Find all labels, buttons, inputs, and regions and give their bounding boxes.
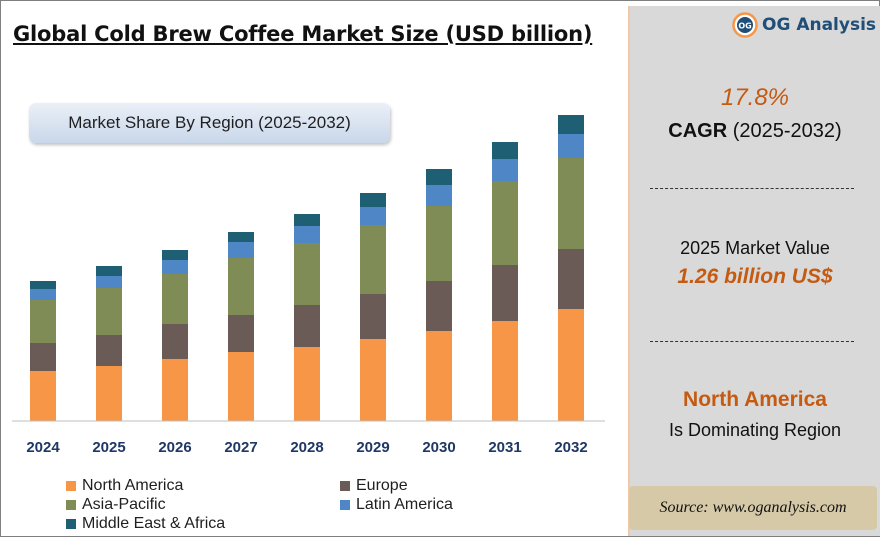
bar-2030-europe: [426, 281, 452, 331]
og-analysis-logo: OG OG Analysis: [732, 12, 876, 38]
bar-2027-middle-east-africa: [228, 232, 254, 242]
summary-panel: [628, 6, 880, 536]
divider-line: [650, 188, 854, 189]
x-tick-label: 2025: [92, 439, 125, 456]
bar-2026-asia-pacific: [162, 274, 188, 324]
legend-swatch: [66, 500, 76, 510]
globe-logo-icon: OG: [732, 12, 758, 38]
x-tick-label: 2029: [356, 439, 389, 456]
legend-swatch: [66, 519, 76, 529]
bar-2027-europe: [228, 315, 254, 352]
bar-2029-north-america: [360, 339, 386, 421]
bar-2025-europe: [96, 335, 122, 366]
legend-label: Asia-Pacific: [82, 496, 166, 513]
x-tick-label: 2027: [224, 439, 257, 456]
market-value-label: 2025 Market Value: [680, 238, 830, 258]
dominating-label: Is Dominating Region: [668, 420, 842, 440]
bar-2026-latin-america: [162, 260, 188, 274]
x-tick-label: 2026: [158, 439, 191, 456]
bar-2029-middle-east-africa: [360, 193, 386, 207]
bar-2028-north-america: [294, 347, 320, 421]
bar-2032-europe: [558, 249, 584, 309]
subtitle-text: Market Share By Region (2025-2032): [68, 113, 351, 132]
bar-2024-europe: [30, 343, 56, 371]
bar-2030-north-america: [426, 331, 452, 421]
legend-swatch: [340, 500, 350, 510]
legend-label: Middle East & Africa: [82, 515, 226, 532]
bar-2024-north-america: [30, 371, 56, 421]
bar-2027-asia-pacific: [228, 258, 254, 315]
chart-title: Global Cold Brew Coffee Market Size (USD…: [13, 22, 593, 46]
bar-2031-latin-america: [492, 159, 518, 181]
x-tick-label: 2031: [488, 439, 521, 456]
bar-2032-north-america: [558, 309, 584, 421]
subtitle-box: Market Share By Region (2025-2032): [29, 103, 390, 143]
legend: North America Europe Asia-Pacific Latin …: [66, 475, 506, 535]
bar-2024-middle-east-africa: [30, 281, 56, 289]
bar-2028-latin-america: [294, 226, 320, 243]
bar-2031-middle-east-africa: [492, 142, 518, 159]
bar-2025-asia-pacific: [96, 288, 122, 335]
bar-2032-middle-east-africa: [558, 115, 584, 134]
legend-swatch: [66, 481, 76, 491]
legend-swatch: [340, 481, 350, 491]
logo-mark-text: OG: [738, 22, 751, 31]
logo-text: OG Analysis: [762, 15, 877, 35]
bar-2025-middle-east-africa: [96, 266, 122, 276]
bar-2026-north-america: [162, 359, 188, 421]
bar-2027-north-america: [228, 352, 254, 421]
bar-2029-asia-pacific: [360, 225, 386, 294]
bar-2030-latin-america: [426, 185, 452, 206]
bar-2032-latin-america: [558, 134, 584, 158]
legend-item-asia-pacific: Asia-Pacific: [66, 496, 166, 514]
legend-label: Europe: [356, 477, 408, 494]
bar-2025-north-america: [96, 366, 122, 421]
bar-2026-europe: [162, 324, 188, 359]
x-tick-label: 2032: [554, 439, 587, 456]
bar-2029-europe: [360, 294, 386, 339]
bars-group: [30, 115, 584, 421]
stacked-bar-chart: 2024 2025 2026 2027 2028 2029 2030 2031 2032: [12, 115, 605, 456]
cagr-value: 17.8%: [720, 84, 790, 111]
legend-label: Latin America: [356, 496, 453, 513]
bar-2031-asia-pacific: [492, 181, 518, 265]
bar-2024-asia-pacific: [30, 300, 56, 343]
bar-2027-latin-america: [228, 242, 254, 258]
legend-item-north-america: North America: [66, 477, 183, 495]
bar-2026-middle-east-africa: [162, 250, 188, 260]
legend-label: North America: [82, 477, 184, 494]
bar-2029-latin-america: [360, 207, 386, 225]
bar-2032-asia-pacific: [558, 158, 584, 249]
legend-item-latin-america: Latin America: [340, 496, 453, 514]
bar-2028-europe: [294, 305, 320, 347]
bar-2028-middle-east-africa: [294, 214, 320, 226]
bar-2025-latin-america: [96, 276, 122, 288]
market-value: 1.26 billion US$: [677, 265, 833, 288]
dominating-region: North America: [683, 388, 827, 411]
source-text: Source: www.oganalysis.com: [659, 499, 847, 516]
bar-2028-asia-pacific: [294, 243, 320, 305]
cagr-label: CAGR (2025-2032): [640, 120, 870, 143]
x-tick-label: 2028: [290, 439, 323, 456]
legend-item-europe: Europe: [340, 477, 408, 495]
bar-2024-latin-america: [30, 289, 56, 300]
cagr-label-period: (2025-2032): [727, 120, 842, 142]
x-tick-label: 2024: [26, 439, 60, 456]
source-box: Source: www.oganalysis.com: [629, 486, 877, 530]
bar-2031-europe: [492, 265, 518, 321]
cagr-label-bold: CAGR: [668, 120, 728, 142]
bar-2031-north-america: [492, 321, 518, 421]
legend-item-middle-east-africa: Middle East & Africa: [66, 515, 225, 533]
bar-2030-middle-east-africa: [426, 169, 452, 185]
bar-2030-asia-pacific: [426, 206, 452, 281]
divider-line: [650, 341, 854, 342]
x-tick-label: 2030: [422, 439, 455, 456]
x-tick-labels: 2024 2025 2026 2027 2028 2029 2030 2031 2032: [26, 439, 587, 456]
